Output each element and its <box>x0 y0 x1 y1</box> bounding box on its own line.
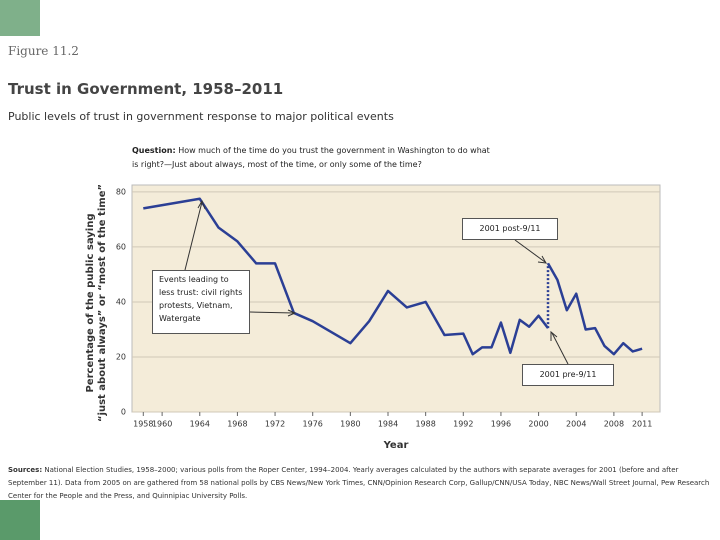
x-tick-label: 1972 <box>265 420 285 429</box>
annotation: 2001 pre-9/11 <box>522 364 614 386</box>
x-tick-label: 2004 <box>566 420 586 429</box>
data-line <box>143 197 549 356</box>
y-axis-label: “just about always” or “most of the time… <box>97 184 108 422</box>
x-tick-label: 1964 <box>190 420 210 429</box>
x-axis-label: Year <box>383 440 409 451</box>
question-text: How much of the time do you trust the go… <box>132 146 490 169</box>
figure-label: Figure 11.2 <box>8 44 79 58</box>
y-axis-label: Percentage of the public saying <box>85 213 96 392</box>
y-tick-label: 0 <box>121 408 126 417</box>
x-tick-label: 1968 <box>227 420 247 429</box>
y-tick-label: 60 <box>116 242 126 251</box>
question: Question: How much of the time do you tr… <box>132 144 492 172</box>
annotation: Events leading to less trust: civil righ… <box>152 270 250 334</box>
x-tick-label: 1992 <box>453 420 473 429</box>
x-tick-label: 1984 <box>378 420 398 429</box>
y-tick-label: 80 <box>116 187 126 196</box>
x-tick-label: 1980 <box>340 420 360 429</box>
x-tick-label: 1958 <box>133 420 153 429</box>
x-tick-label: 1976 <box>303 420 323 429</box>
x-tick-label: 2000 <box>528 420 548 429</box>
subtitle: Public levels of trust in government res… <box>8 110 394 123</box>
x-tick-label: 2008 <box>604 420 624 429</box>
x-tick-label: 1988 <box>415 420 435 429</box>
annotation: 2001 post-9/11 <box>462 218 558 240</box>
title: Trust in Government, 1958–2011 <box>8 80 284 98</box>
sources: Sources: National Election Studies, 1958… <box>8 464 713 503</box>
sources-label: Sources: <box>8 466 43 474</box>
x-tick-label: 1960 <box>152 420 172 429</box>
decoration <box>0 0 40 36</box>
x-tick-label: 1996 <box>491 420 511 429</box>
data-line <box>546 262 643 356</box>
x-tick-label: 2011 <box>632 420 652 429</box>
question-label: Question: <box>132 146 176 155</box>
decoration <box>0 500 40 540</box>
arrows <box>184 199 569 365</box>
sources-text: National Election Studies, 1958–2000; va… <box>8 466 710 500</box>
y-tick-label: 20 <box>116 352 126 361</box>
y-tick-label: 40 <box>116 297 126 306</box>
